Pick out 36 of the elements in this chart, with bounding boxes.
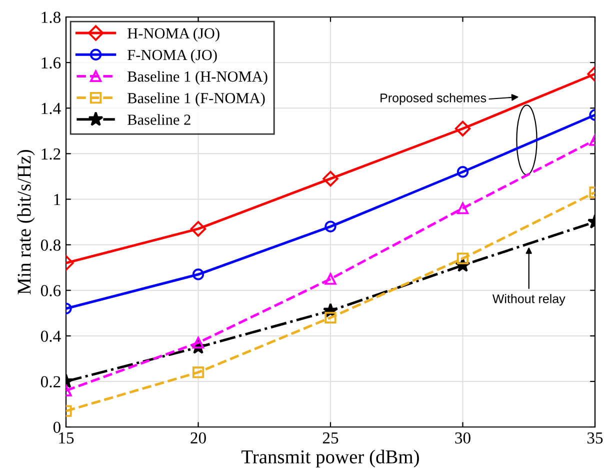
x-tick-label: 20 [190, 432, 206, 444]
y-tick-label: 1.2 [42, 148, 60, 160]
point [192, 336, 204, 349]
y-tick-label: 0.2 [40, 376, 60, 388]
annotation: Proposed schemes [380, 93, 486, 105]
y-tick-label: 0.8 [40, 239, 61, 251]
y-tick-label: 1.8 [42, 12, 61, 24]
point [192, 366, 204, 378]
y-tick-label: 0 [53, 422, 61, 433]
x-tick-label: 35 [587, 432, 603, 444]
legend-label: Baseline 2 [128, 114, 190, 125]
point [192, 268, 204, 280]
y-tick-label: 0.4 [40, 330, 61, 342]
legend-label: Baseline 1 (H-NOMA) [128, 70, 268, 85]
y-tick-label: 1 [54, 194, 60, 206]
y-tick-label: 1.6 [42, 57, 61, 69]
legend-label: F-NOMA (JO) [128, 49, 217, 64]
point [454, 120, 471, 136]
y-axis-title: Min rate (bit/s/Hz) [17, 150, 35, 294]
point [456, 252, 469, 264]
point [324, 273, 336, 285]
y-tick-label: 1.4 [42, 102, 61, 114]
x-tick-label: 25 [322, 432, 338, 444]
point [190, 220, 206, 237]
x-tick-label: 30 [455, 432, 470, 444]
annotation: Without relay [492, 294, 566, 306]
point [456, 202, 469, 214]
x-axis-title: Transmit power (dBm) [242, 450, 419, 468]
point [322, 170, 338, 187]
point [324, 312, 336, 324]
legend-label: Baseline 1 (F-NOMA) [128, 92, 265, 106]
y-tick-label: 0.6 [40, 285, 61, 296]
legend-label: H-NOMA (JO) [128, 28, 220, 42]
x-tick-label: 15 [59, 432, 74, 444]
point [456, 166, 469, 178]
point [324, 220, 336, 232]
